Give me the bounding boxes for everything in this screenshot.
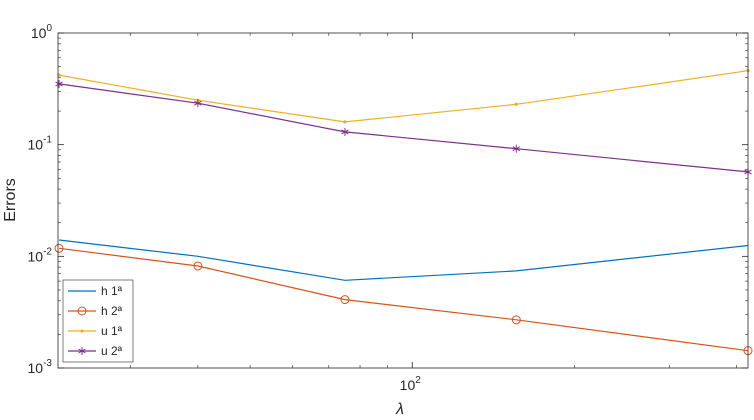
plot-frame [57, 32, 749, 369]
y-tick-exponent: -1 [43, 135, 52, 146]
legend-label: h 2ª [101, 304, 123, 318]
y-tick-base: 10 [28, 248, 44, 264]
asterisk-marker [78, 347, 86, 355]
y-tick-exponent: -3 [43, 358, 52, 369]
circle-marker [77, 306, 87, 316]
x-tick-base: 10 [400, 377, 416, 393]
legend-box [62, 279, 134, 363]
asterisk-stroke [194, 100, 202, 106]
asterisk-marker [341, 127, 349, 136]
y-tick-base: 10 [28, 360, 44, 376]
circle-marker [511, 315, 521, 325]
asterisk-stroke [512, 146, 521, 152]
y-tick-exponent: -2 [43, 246, 52, 257]
legend-label: u 2ª [101, 344, 123, 358]
y-tick-label: 10-1 [28, 135, 53, 153]
legend-label: u 1ª [101, 324, 123, 338]
asterisk-stroke [55, 81, 63, 87]
legend-item: h 1ª [68, 284, 123, 298]
y-axis-label: Errors [2, 178, 19, 222]
asterisk-stroke [341, 129, 349, 135]
dot-marker [80, 329, 84, 333]
y-tick-base: 10 [28, 137, 44, 153]
y-tick-label: 10-3 [28, 358, 53, 376]
x-axis-label: λ [395, 401, 404, 418]
series-4 [55, 79, 752, 176]
dot-marker [514, 102, 518, 106]
legend-label: h 1ª [101, 284, 123, 298]
y-tick-label: 100 [31, 23, 53, 41]
series-line [59, 247, 749, 352]
legend-item: u 1ª [68, 324, 123, 338]
y-tick-label: 10-2 [28, 246, 53, 264]
series-layer [54, 69, 753, 356]
asterisk-marker [55, 79, 63, 88]
y-tick-exponent: 0 [46, 23, 52, 34]
x-tick-exponent: 2 [415, 375, 421, 386]
legend-item: h 2ª [68, 304, 123, 318]
asterisk-marker [194, 99, 202, 108]
legend: h 1ª h 2ª u 1ª u 2ª [62, 279, 134, 363]
asterisk-marker [512, 144, 521, 153]
series-1 [59, 239, 749, 281]
asterisk-stroke [78, 348, 86, 354]
dot-marker [343, 120, 347, 124]
circle-marker [193, 261, 203, 271]
series-line [59, 239, 749, 281]
y-tick-base: 10 [31, 25, 47, 41]
legend-item: u 2ª [68, 344, 123, 358]
circle-marker [54, 243, 64, 253]
plot-area [58, 33, 748, 368]
x-tick-label: 102 [400, 375, 422, 393]
circle-marker [340, 295, 350, 305]
